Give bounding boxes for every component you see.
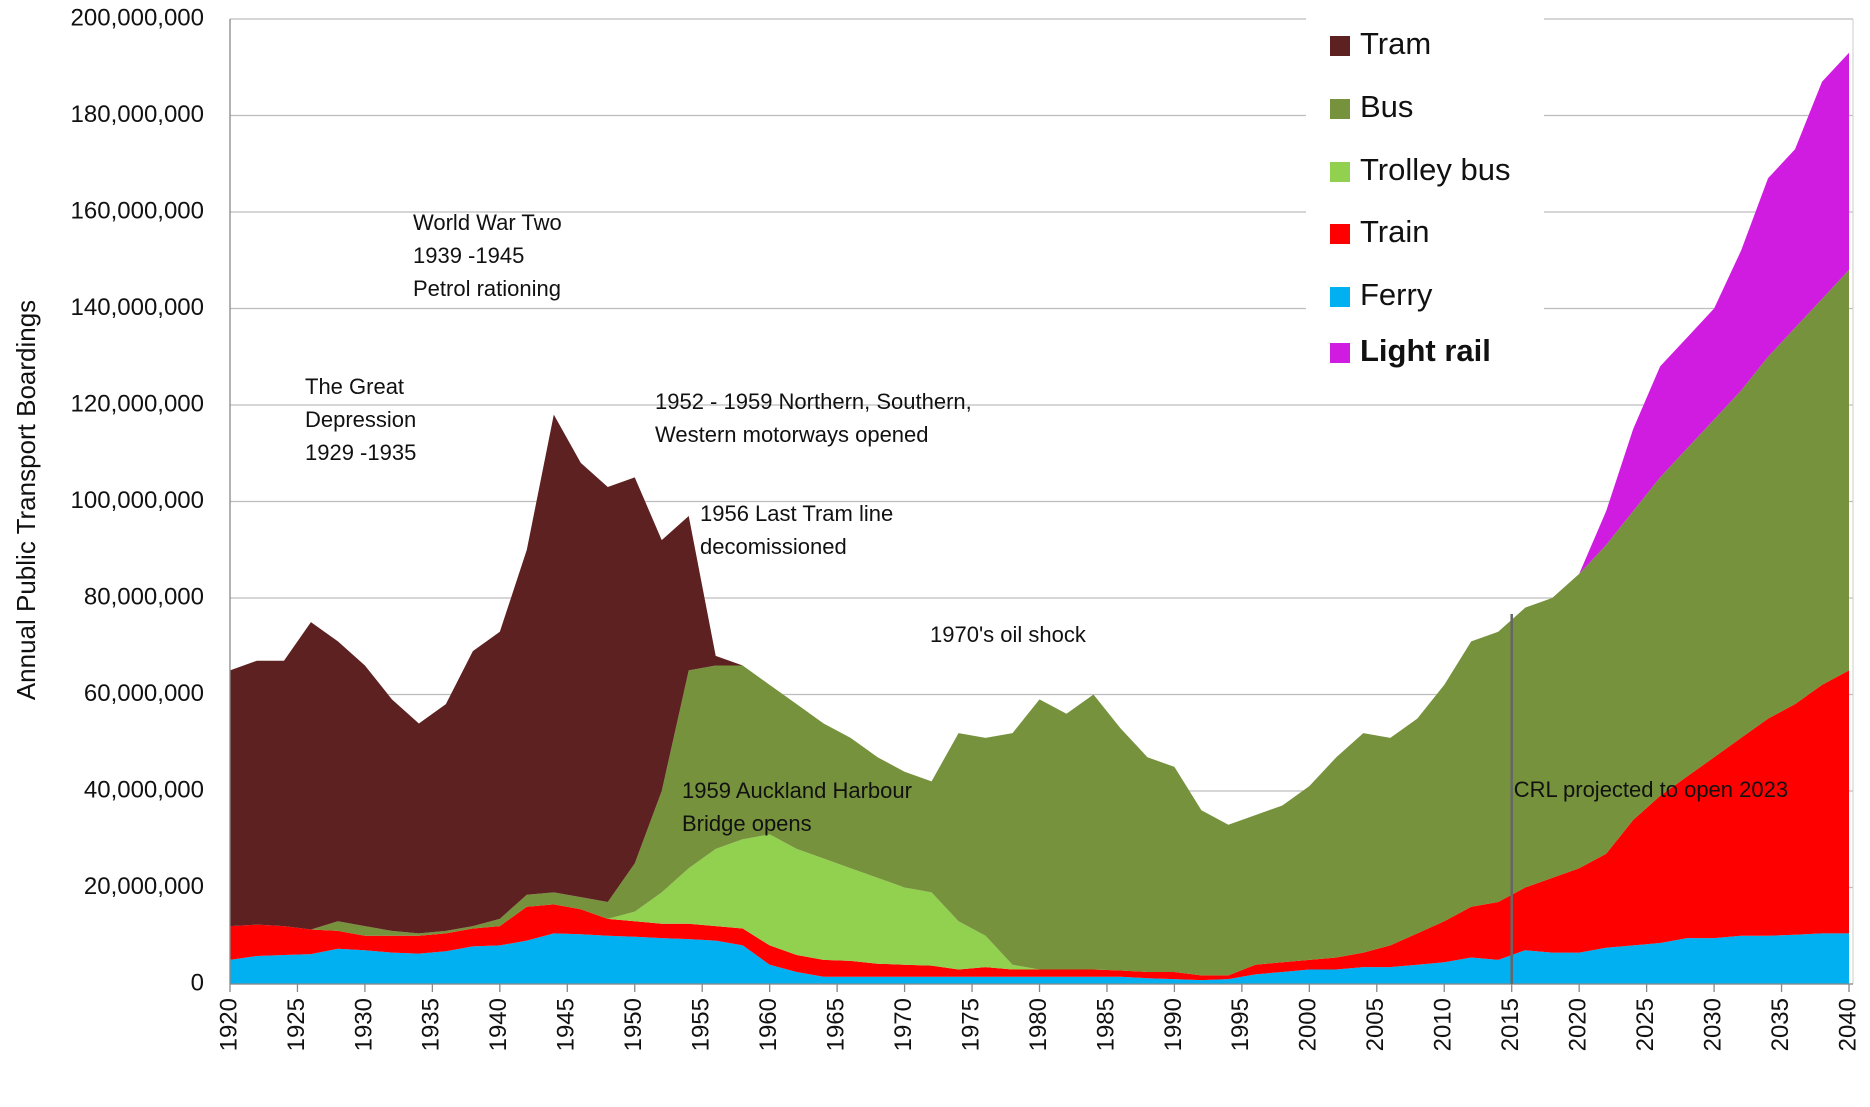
x-tick-label: 1940 [485, 998, 512, 1051]
x-tick-label: 2035 [1767, 998, 1794, 1051]
x-tick-label: 2015 [1497, 998, 1524, 1051]
legend-label: Ferry [1360, 277, 1433, 312]
legend-label: Trolley bus [1360, 152, 1510, 187]
y-tick-label: 20,000,000 [84, 873, 204, 900]
y-tick-label: 100,000,000 [71, 487, 204, 514]
legend-label: Light rail [1360, 333, 1491, 368]
annotation: Petrol rationing [413, 276, 561, 301]
x-tick-label: 1975 [957, 998, 984, 1051]
y-tick-label: 60,000,000 [84, 680, 204, 707]
area [230, 269, 1849, 934]
annotation: decomissioned [700, 534, 847, 559]
legend-swatch [1330, 36, 1350, 56]
legend-label: Bus [1360, 89, 1413, 124]
annotation: 1959 Auckland Harbour [682, 778, 912, 803]
x-tick-label: 1935 [418, 998, 445, 1051]
y-tick-label: 160,000,000 [71, 197, 204, 224]
x-tick-label: 1945 [553, 998, 580, 1051]
x-tick-label: 1950 [620, 998, 647, 1051]
x-tick-label: 2030 [1699, 998, 1726, 1051]
marker-label: CRL projected to open 2023 [1514, 777, 1788, 802]
x-tick-label: 1925 [283, 998, 310, 1051]
y-tick-label: 120,000,000 [71, 390, 204, 417]
axes: 0 20,000,000 40,000,000 60,000,000 80,000,00… [71, 4, 1862, 1051]
x-tick-label: 1980 [1025, 998, 1052, 1051]
x-tick-label: 2005 [1362, 998, 1389, 1051]
annotation: World War Two [413, 210, 562, 235]
y-tick-label: 80,000,000 [84, 583, 204, 610]
annotation: 1929 -1935 [305, 440, 416, 465]
legend-swatch [1330, 343, 1350, 363]
x-tick-label: 1955 [688, 998, 715, 1051]
x-tick-label: 2025 [1632, 998, 1659, 1051]
area [230, 933, 1849, 984]
legend-box [1306, 18, 1544, 382]
x-tick-label: 2000 [1295, 998, 1322, 1051]
y-tick-label: 200,000,000 [71, 4, 204, 31]
annotation: Depression [305, 407, 416, 432]
legend-label: Tram [1360, 26, 1431, 61]
x-tick-label: 2010 [1430, 998, 1457, 1051]
legend: Tram Bus Trolley bus Train Ferry Light rail [1306, 18, 1544, 382]
x-tick-label: 1970 [890, 998, 917, 1051]
legend-swatch [1330, 99, 1350, 119]
y-axis-label: Annual Public Transport Boardings [11, 300, 41, 700]
x-tick-label: 1995 [1227, 998, 1254, 1051]
legend-swatch [1330, 224, 1350, 244]
x-tick-label: 2020 [1565, 998, 1592, 1051]
annotation: 1939 -1945 [413, 243, 524, 268]
areas [230, 52, 1849, 984]
annotation: Western motorways opened [655, 422, 929, 447]
y-tick-label: 140,000,000 [71, 294, 204, 321]
y-tick-label: 0 [191, 969, 204, 996]
annotation: 1956 Last Tram line [700, 501, 893, 526]
x-tick-label: 1965 [822, 998, 849, 1051]
x-tick-label: 1930 [350, 998, 377, 1051]
x-tick-label: 2040 [1834, 998, 1861, 1051]
annotation: 1952 - 1959 Northern, Southern, [655, 389, 972, 414]
annotations: World War Two 1939 -1945 Petrol rationing T… [305, 210, 1788, 984]
x-tick-label: 1990 [1160, 998, 1187, 1051]
x-tick-label: 1985 [1092, 998, 1119, 1051]
x-tick-label: 1920 [215, 998, 242, 1051]
y-tick-label: 40,000,000 [84, 776, 204, 803]
area [230, 670, 1849, 981]
area [230, 269, 1849, 976]
legend-swatch [1330, 162, 1350, 182]
legend-swatch [1330, 287, 1350, 307]
annotation: 1970's oil shock [930, 622, 1087, 647]
legend-label: Train [1360, 214, 1429, 249]
y-tick-label: 180,000,000 [71, 101, 204, 128]
annotation: The Great [305, 374, 404, 399]
annotation: Bridge opens [682, 811, 812, 836]
x-tick-label: 1960 [755, 998, 782, 1051]
